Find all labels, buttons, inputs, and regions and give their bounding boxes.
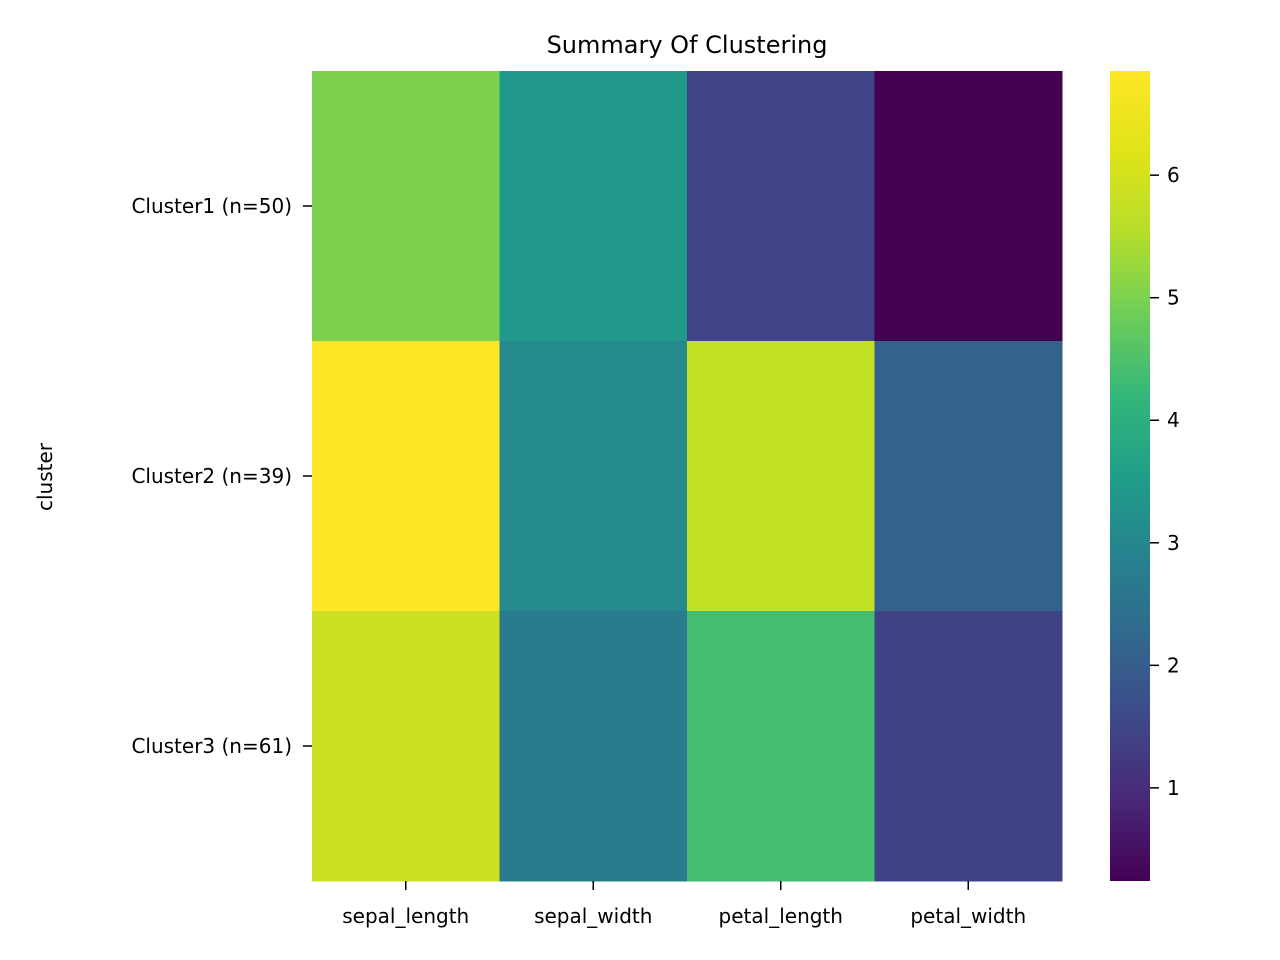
heatmap-cell: [499, 341, 688, 612]
heatmap-cell: [874, 341, 1063, 612]
x-tick-label: sepal_length: [342, 904, 469, 928]
x-tick-label: petal_length: [719, 904, 843, 928]
y-axis-label: cluster: [33, 442, 57, 511]
heatmap-cell: [499, 611, 688, 882]
x-tick-label: sepal_width: [534, 904, 652, 928]
chart-title: Summary Of Clustering: [547, 31, 828, 59]
colorbar: [1110, 71, 1150, 881]
colorbar-tick-label: 3: [1167, 531, 1180, 555]
heatmap-cell: [687, 341, 875, 612]
x-axis: sepal_length sepal_width petal_length petal…: [342, 881, 1026, 928]
colorbar-ticks: 1 2 3 4 5 6: [1150, 163, 1180, 800]
y-tick-label: Cluster3 (n=61): [131, 734, 292, 758]
heatmap-cell: [874, 611, 1063, 882]
heatmap-cell: [312, 341, 500, 612]
heatmap-cell: [312, 71, 500, 342]
colorbar-tick-label: 2: [1167, 653, 1180, 677]
colorbar-tick-label: 6: [1167, 163, 1180, 187]
y-tick-label: Cluster1 (n=50): [131, 194, 292, 218]
colorbar-tick-label: 1: [1167, 776, 1180, 800]
colorbar-tick-label: 5: [1167, 286, 1180, 310]
colorbar-tick-label: 4: [1167, 408, 1180, 432]
heatmap-cells: [312, 71, 1063, 882]
y-tick-label: Cluster2 (n=39): [131, 464, 292, 488]
heatmap-cell: [687, 71, 875, 342]
heatmap-cell: [499, 71, 688, 342]
y-axis: Cluster1 (n=50) Cluster2 (n=39) Cluster3 (…: [131, 194, 312, 758]
heatmap-cell: [687, 611, 875, 882]
heatmap-cell: [874, 71, 1063, 342]
heatmap-cell: [312, 611, 500, 882]
x-tick-label: petal_width: [910, 904, 1026, 928]
